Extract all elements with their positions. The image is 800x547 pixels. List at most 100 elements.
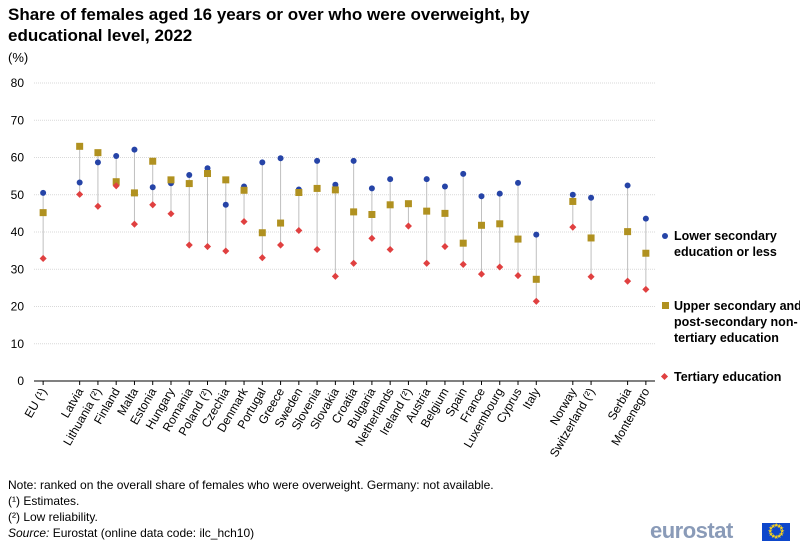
lower-secondary-point [314, 157, 321, 164]
tertiary-point [167, 210, 175, 218]
chart-title: Share of females aged 16 years or over w… [8, 5, 530, 45]
note-text: Note: ranked on the overall share of fem… [8, 478, 494, 492]
tertiary-point [222, 247, 230, 255]
upper-secondary-point [277, 219, 285, 227]
y-tick-label: 40 [11, 225, 25, 239]
lower-secondary-point [186, 172, 193, 179]
tertiary-point [350, 259, 358, 267]
tertiary-point [130, 220, 138, 228]
flag-star-icon: ★ [770, 534, 776, 541]
upper-secondary-point [624, 228, 632, 236]
upper-secondary-point [222, 176, 230, 184]
y-axis-ticks: 0 10 20 30 40 50 60 70 80 [11, 76, 25, 388]
flag-star-icon: ★ [773, 523, 779, 529]
tertiary-point [496, 263, 504, 271]
lower-secondary-point [588, 194, 595, 201]
lower-secondary-point [423, 176, 430, 183]
lower-secondary-point [496, 190, 503, 197]
lower-secondary-point [569, 191, 576, 198]
lower-secondary-point [149, 184, 156, 191]
y-tick-label: 30 [11, 262, 25, 276]
lower-secondary-point [624, 182, 631, 189]
lower-secondary-point [350, 157, 357, 164]
lower-secondary-point [204, 165, 211, 172]
lower-secondary-point [515, 179, 522, 186]
flag-star-icon: ★ [778, 532, 785, 538]
flag-star-icon: ★ [770, 523, 776, 530]
upper-secondary-point [368, 210, 376, 218]
flag-star-icon: ★ [773, 535, 779, 541]
upper-secondary-point [532, 275, 540, 283]
flag-star-icon: ★ [767, 529, 773, 535]
upper-secondary-point [94, 149, 102, 157]
upper-secondary-point [240, 186, 248, 194]
flag-star-icon: ★ [778, 526, 785, 532]
upper-secondary-point [167, 176, 175, 184]
y-tick-label: 20 [11, 300, 25, 314]
tertiary-point [404, 222, 412, 230]
source-label: Source: [8, 526, 50, 540]
legend-label: Tertiary education [674, 370, 782, 384]
x-tick-label: EU (¹) [22, 386, 50, 421]
footnotes: Note: ranked on the overall share of fem… [8, 477, 494, 541]
tertiary-point [331, 272, 339, 280]
tertiary-point [514, 272, 522, 280]
lower-secondary-point [94, 159, 101, 166]
upper-secondary-point [569, 197, 577, 205]
unit-label: (%) [8, 50, 29, 65]
data-points [39, 142, 650, 305]
circle-marker-icon [662, 233, 668, 239]
source-text: Eurostat (online data code: ilc_hch10) [49, 526, 255, 540]
tertiary-point [587, 273, 595, 281]
flag-star-icon: ★ [768, 526, 774, 532]
tertiary-point [258, 254, 266, 262]
upper-secondary-point [76, 142, 84, 150]
upper-secondary-point [331, 186, 339, 194]
tertiary-point [240, 218, 248, 226]
tertiary-point [295, 226, 303, 235]
lower-secondary-point [387, 176, 394, 183]
upper-secondary-point [386, 201, 394, 209]
upper-secondary-point [149, 157, 157, 165]
upper-secondary-point [39, 209, 47, 217]
upper-secondary-point [130, 189, 138, 197]
upper-secondary-point [477, 221, 485, 229]
estimates-note: (¹) Estimates. [8, 494, 80, 508]
upper-secondary-point [258, 229, 266, 237]
legend-label: Upper secondary and post-secondary non-t… [674, 299, 800, 345]
eurostat-logo: eurostat [650, 518, 733, 543]
y-tick-label: 0 [17, 374, 24, 388]
tertiary-point [459, 260, 467, 268]
lower-secondary-point [478, 193, 485, 200]
lower-secondary-point [533, 231, 540, 238]
square-marker-icon [662, 302, 669, 309]
lower-secondary-point [368, 185, 375, 192]
upper-secondary-point [185, 180, 193, 188]
tertiary-point [532, 297, 540, 305]
y-tick-label: 10 [11, 337, 25, 351]
lower-secondary-point [131, 146, 138, 153]
upper-secondary-point [295, 189, 303, 197]
flag-star-icon: ★ [779, 529, 785, 535]
flag-star-icon: ★ [768, 532, 774, 538]
tertiary-point [76, 190, 84, 198]
upper-secondary-point [350, 208, 358, 216]
upper-secondary-point [423, 207, 431, 215]
tertiary-point [642, 285, 650, 293]
tertiary-point [477, 270, 486, 278]
upper-secondary-point [112, 178, 120, 186]
tertiary-point [569, 223, 577, 231]
upper-secondary-point [313, 184, 321, 192]
tertiary-point [368, 234, 376, 242]
lower-secondary-point [222, 201, 229, 208]
source-note: Source: Eurostat (online data code: ilc_… [8, 525, 494, 541]
upper-secondary-point [642, 249, 650, 257]
flag-star-icon: ★ [776, 534, 782, 541]
tertiary-point [441, 242, 449, 251]
tertiary-point [112, 182, 120, 190]
tertiary-point [423, 259, 431, 267]
tertiary-point [386, 245, 394, 254]
tertiary-point [313, 245, 321, 254]
